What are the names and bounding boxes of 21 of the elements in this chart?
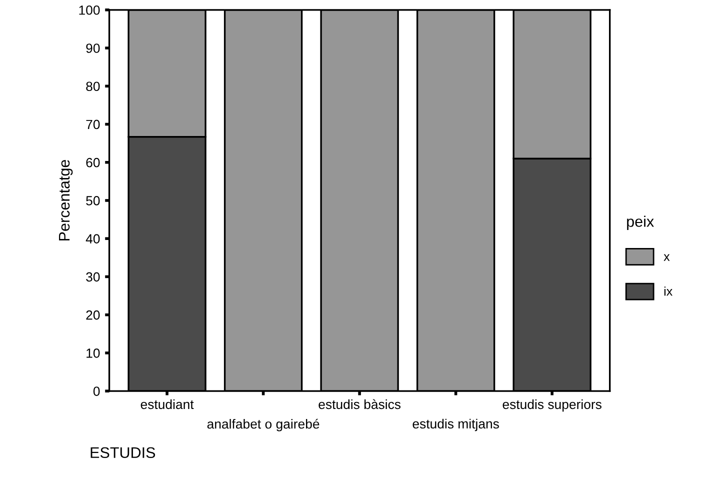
legend-label: ix [664, 286, 672, 296]
y-tick-label: 60 [86, 158, 100, 168]
y-tick-label: 90 [86, 44, 100, 53]
y-tick-label: 30 [86, 272, 100, 282]
legend-title: peix [627, 216, 654, 230]
y-tick-label: 80 [86, 82, 100, 92]
x-tick-label: estudis bàsics [318, 399, 401, 410]
y-tick-label: 100 [79, 5, 100, 15]
x-tick-label: estudis superiors [502, 399, 602, 412]
x-tick-label: estudis mitjans [412, 418, 499, 432]
y-tick-label: 20 [86, 310, 100, 320]
y-axis-title: Percentatge [59, 160, 73, 240]
x-tick-label: analfabet o gairebé [207, 418, 320, 432]
y-tick-label: 40 [86, 234, 100, 244]
x-tick-label: estudiant [140, 399, 194, 410]
y-tick-label: 70 [86, 120, 100, 130]
y-tick-label: 0 [93, 386, 100, 396]
y-tick-label: 10 [86, 348, 100, 358]
y-tick-label: 50 [86, 196, 100, 206]
legend-label: x [664, 254, 670, 261]
x-axis-title: ESTUDIS [90, 447, 156, 458]
